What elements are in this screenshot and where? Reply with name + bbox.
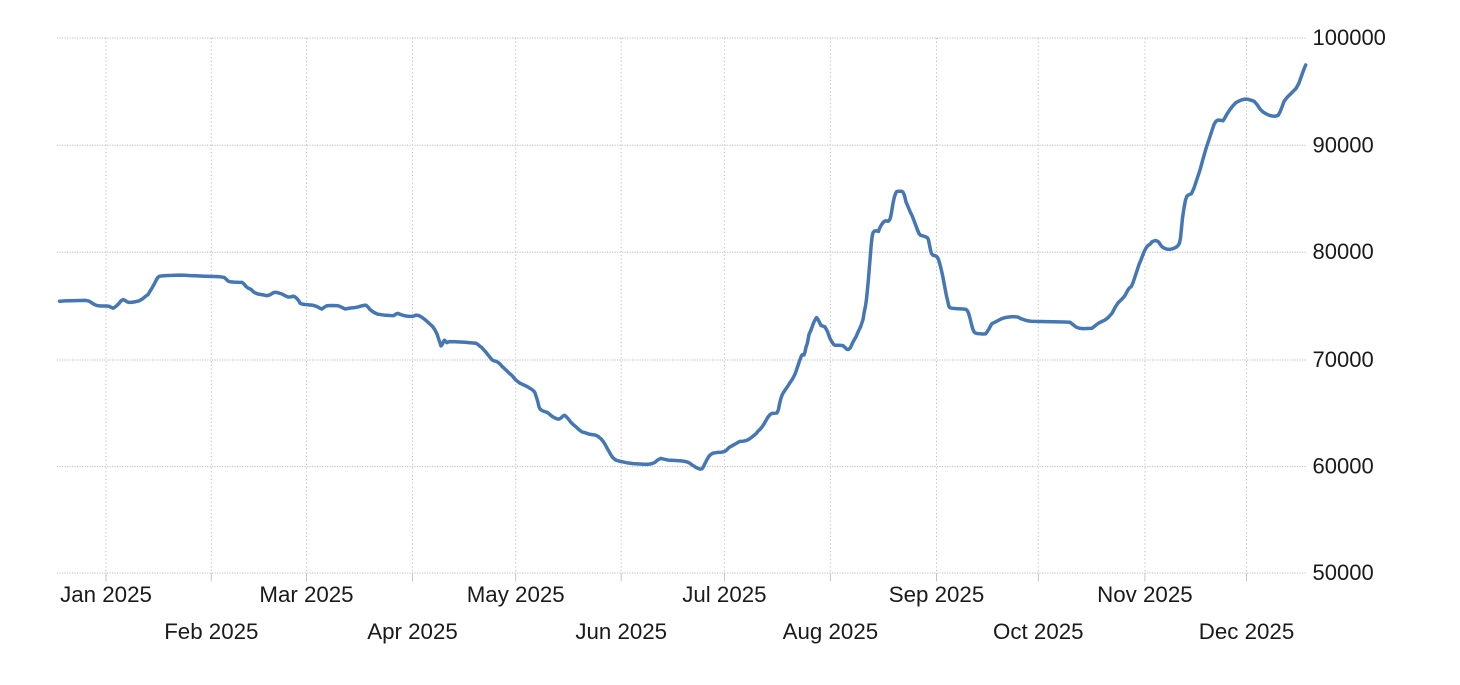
svg-text:Mar 2025: Mar 2025	[259, 582, 353, 607]
svg-text:90000: 90000	[1313, 132, 1374, 157]
svg-text:Aug 2025: Aug 2025	[783, 619, 878, 644]
svg-text:Jan 2025: Jan 2025	[60, 582, 152, 607]
svg-text:Feb 2025: Feb 2025	[164, 619, 258, 644]
svg-text:70000: 70000	[1313, 347, 1374, 372]
svg-text:50000: 50000	[1313, 560, 1374, 585]
svg-text:Jun 2025: Jun 2025	[575, 619, 667, 644]
svg-text:Nov 2025: Nov 2025	[1097, 582, 1192, 607]
svg-text:Dec 2025: Dec 2025	[1199, 619, 1294, 644]
svg-text:Oct 2025: Oct 2025	[993, 619, 1083, 644]
svg-text:100000: 100000	[1313, 25, 1386, 50]
svg-text:Apr 2025: Apr 2025	[367, 619, 458, 644]
svg-text:Jul 2025: Jul 2025	[682, 582, 766, 607]
svg-text:60000: 60000	[1313, 454, 1374, 479]
svg-text:May 2025: May 2025	[467, 582, 565, 607]
svg-text:Sep 2025: Sep 2025	[889, 582, 984, 607]
svg-text:80000: 80000	[1313, 239, 1374, 264]
